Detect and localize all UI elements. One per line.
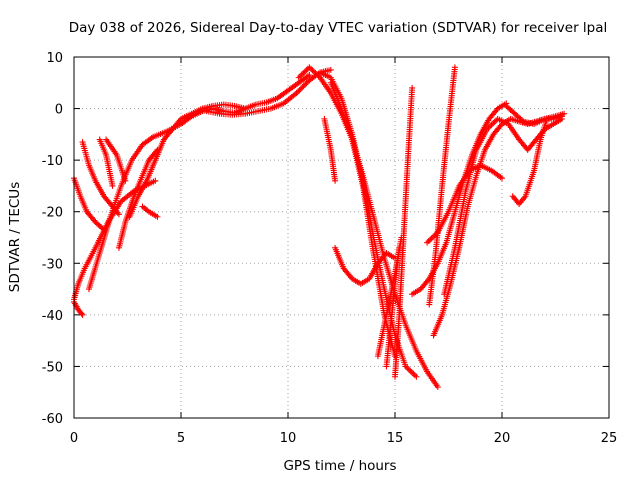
data-point <box>518 117 525 124</box>
data-point <box>79 311 86 318</box>
data-point <box>499 175 505 182</box>
series-arc-6 <box>96 136 116 189</box>
x-tick-label: 15 <box>387 431 404 446</box>
series-arc-25 <box>509 115 550 207</box>
series-line <box>443 118 563 295</box>
data-point <box>96 222 103 229</box>
data-point <box>517 115 524 122</box>
data-point <box>514 113 521 120</box>
data-point <box>302 81 309 88</box>
x-tick-label: 5 <box>177 431 185 446</box>
series-arc-9 <box>103 136 129 184</box>
data-point <box>504 104 511 111</box>
data-point <box>122 177 129 184</box>
data-point <box>507 106 514 113</box>
data-point <box>327 66 334 73</box>
data-point <box>508 108 515 115</box>
data-point <box>294 88 301 95</box>
y-tick-label: 0 <box>55 103 63 118</box>
series-arc-21 <box>426 64 458 308</box>
data-point <box>78 310 85 317</box>
data-point <box>561 110 568 117</box>
series-arc-15 <box>327 79 441 391</box>
data-point <box>300 82 307 89</box>
series-arc-26 <box>503 102 568 128</box>
data-point <box>293 90 300 97</box>
x-tick-label: 20 <box>494 431 511 446</box>
data-point <box>503 102 510 109</box>
axis-ticks: 0 5 10 15 20 25 -60 -50 -40 -30 -20 -10 0 10 <box>42 51 618 446</box>
y-tick-label: 10 <box>46 51 63 66</box>
y-tick-label: -30 <box>42 257 63 272</box>
data-point <box>506 105 513 112</box>
x-tick-label: 0 <box>70 431 78 446</box>
y-axis-label: SDTVAR / TECUs <box>7 182 23 292</box>
data-point <box>303 80 310 87</box>
x-axis-label: GPS time / hours <box>283 458 396 474</box>
data-point <box>297 85 304 92</box>
data-point <box>510 109 517 116</box>
y-tick-label: -40 <box>42 309 63 324</box>
data-point <box>409 84 416 91</box>
data-point <box>152 177 159 184</box>
series-arc-14 <box>321 115 339 184</box>
data-point <box>513 112 520 119</box>
y-tick-label: -60 <box>42 412 63 427</box>
data-point <box>516 114 523 121</box>
series-arc-16 <box>332 244 398 287</box>
data-point <box>109 182 116 189</box>
y-tick-label: -10 <box>42 154 63 169</box>
series-arc-20 <box>409 100 510 298</box>
data-point <box>413 373 420 380</box>
series-arc-10 <box>139 203 161 220</box>
series-arc-1 <box>71 175 107 233</box>
data-point <box>299 84 306 91</box>
data-point <box>154 213 161 220</box>
series-arc-8 <box>126 101 249 220</box>
series-arc-7 <box>115 146 161 251</box>
data-point <box>242 105 249 112</box>
data-point <box>332 177 339 184</box>
data-point <box>92 219 99 226</box>
y-tick-label: -20 <box>42 206 63 221</box>
y-tick-label: -50 <box>42 360 63 375</box>
data-point <box>434 384 441 391</box>
x-tick-label: 25 <box>601 431 618 446</box>
series-arc-19 <box>392 84 416 380</box>
data-point <box>306 72 313 79</box>
data-point <box>93 220 100 227</box>
x-tick-label: 10 <box>280 431 297 446</box>
data-point <box>451 64 458 71</box>
chart-title: Day 038 of 2026, Sidereal Day-to-day VTE… <box>69 20 608 36</box>
series-arc-23 <box>424 162 505 246</box>
series-arc-24 <box>441 115 565 298</box>
data-point <box>115 211 122 218</box>
data-point <box>296 87 303 94</box>
data-series <box>71 64 568 391</box>
data-point <box>95 221 102 228</box>
series-arc-18 <box>383 244 403 370</box>
data-point <box>511 110 518 117</box>
plot-frame <box>73 56 610 419</box>
